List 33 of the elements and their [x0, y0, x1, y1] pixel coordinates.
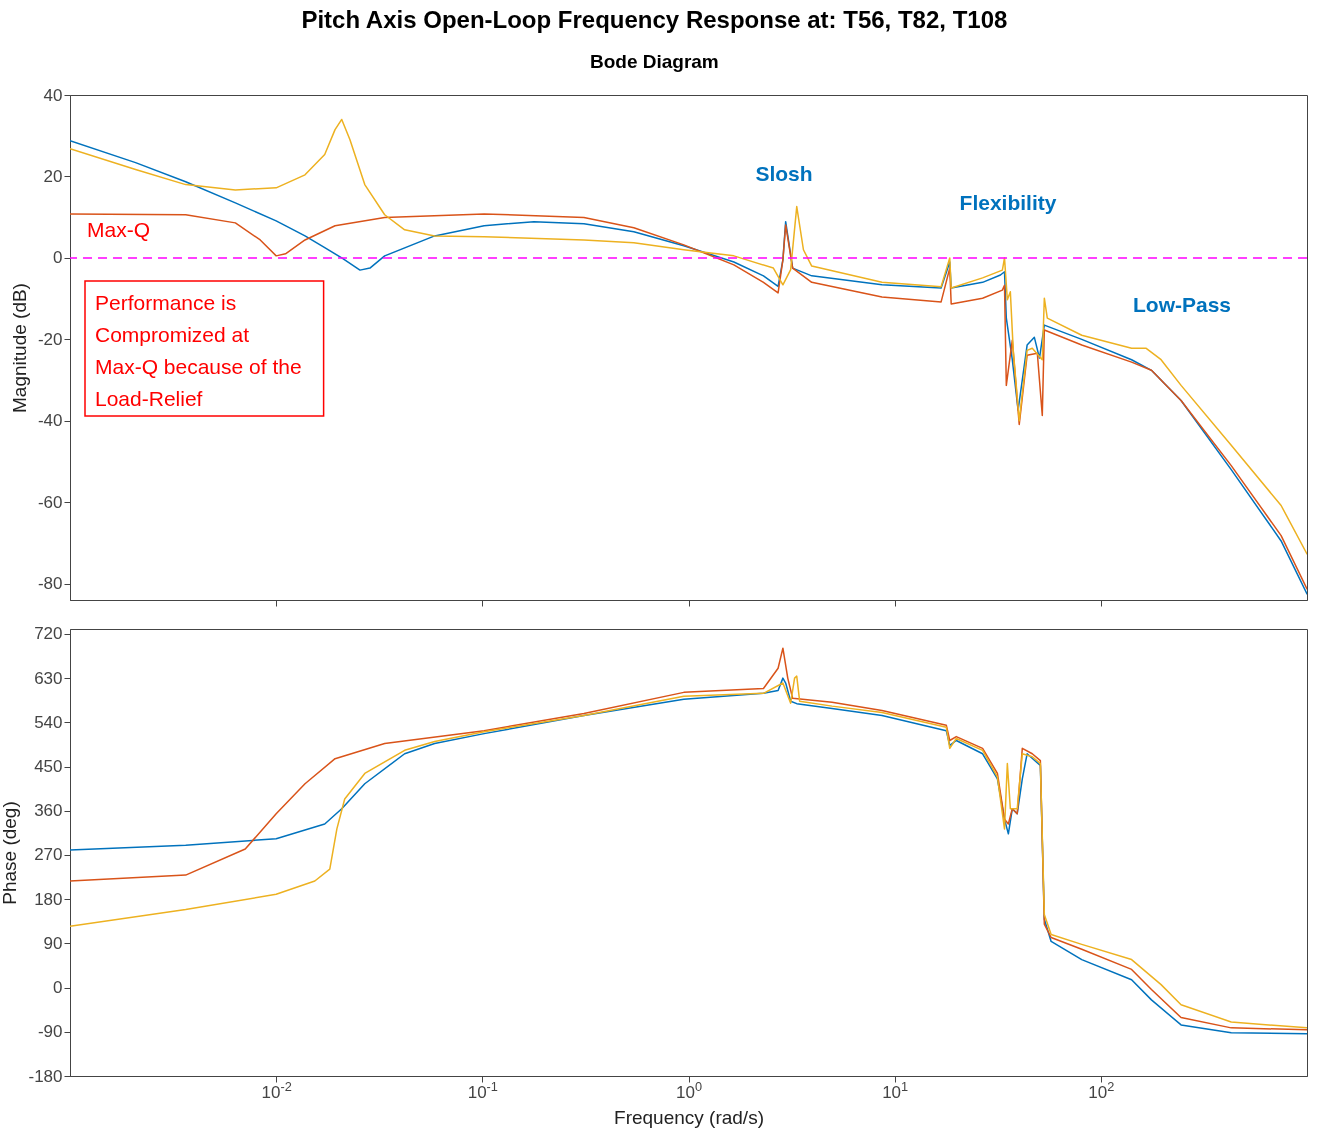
y-tick-label: -180	[28, 1066, 63, 1086]
chart-title: Pitch Axis Open-Loop Frequency Response at: T56, T82, T108	[301, 5, 1008, 33]
y-tick-label: -90	[37, 1022, 63, 1042]
annotation: Slosh	[755, 162, 813, 185]
y-tick-label: -80	[37, 574, 63, 594]
chart-subtitle: Bode Diagram	[589, 50, 719, 72]
y-tick-label: -40	[37, 411, 63, 431]
y-tick-label: -60	[37, 492, 63, 512]
y-tick-label: 180	[34, 889, 63, 909]
x-tick-label: 10$^{-1}$	[467, 1078, 498, 1102]
y-axis-title: Phase (deg)	[0, 801, 21, 905]
y-tick-label: 270	[34, 845, 63, 865]
y-tick-label: 360	[34, 801, 63, 821]
y-tick-label: 0	[53, 248, 63, 268]
y-axis-title: Magnitude (dB)	[8, 283, 30, 413]
annotation: Max-Q	[87, 218, 150, 241]
x-tick-label: 10$^{2}$	[1088, 1078, 1115, 1102]
annotation: Low-Pass	[1132, 293, 1232, 316]
y-tick-label: 20	[43, 166, 63, 186]
x-tick-label: 10$^{0}$	[675, 1078, 703, 1102]
y-tick-label: 450	[34, 757, 63, 777]
y-tick-label: 40	[43, 85, 63, 105]
y-tick-label: -20	[37, 329, 63, 349]
y-tick-label: 540	[34, 712, 63, 732]
y-tick-label: 0	[53, 978, 63, 998]
x-tick-label: 10$^{1}$	[882, 1078, 909, 1102]
x-tick-label: 10$^{-2}$	[261, 1078, 292, 1102]
y-tick-label: 720	[34, 624, 63, 644]
annotation: Flexibility	[959, 191, 1057, 214]
x-axis-title: Frequency (rad/s)	[614, 1106, 764, 1128]
y-tick-label: 90	[43, 933, 63, 953]
y-tick-label: 630	[34, 668, 63, 688]
annotation: Performance is Compromized at Max-Q because of the Load-Relief	[95, 291, 302, 410]
